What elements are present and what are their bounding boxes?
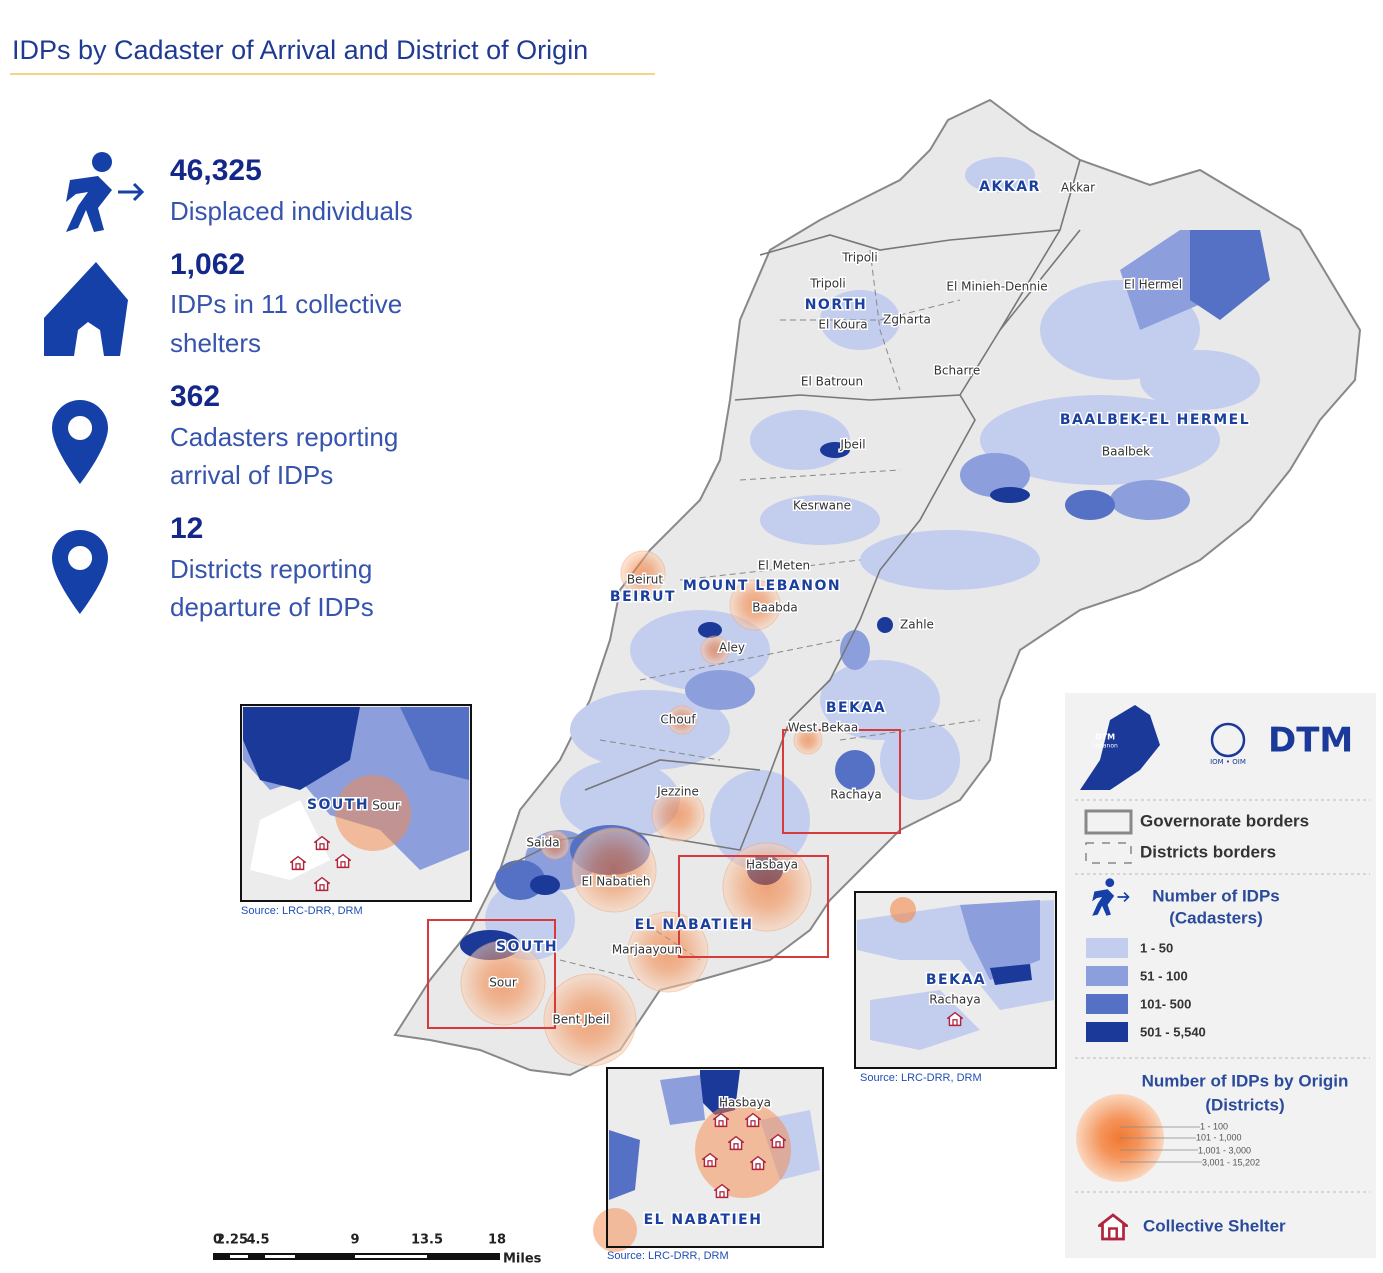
district-label: Tripoli xyxy=(841,251,877,265)
legend-title: (Cadasters) xyxy=(1169,908,1263,927)
inset-label: BEKAA xyxy=(926,972,986,988)
governorate-label: BAALBEK-EL HERMEL xyxy=(1060,412,1250,428)
district-label: El Nabatieh xyxy=(581,875,650,889)
inset-south xyxy=(240,704,472,902)
district-label: Saida xyxy=(526,836,559,850)
district-label: Jbeil xyxy=(839,438,865,452)
stat-value: 46,325 xyxy=(170,154,262,187)
district-label: Baabda xyxy=(752,601,798,615)
district-label: Aley xyxy=(719,641,745,655)
legend-swatch xyxy=(1086,966,1128,986)
stat-value: 12 xyxy=(170,512,203,545)
source: Source: LRC-DRR, DRM xyxy=(860,1072,982,1084)
governorate-label: MOUNT LEBANON xyxy=(683,578,841,594)
district-label: Zgharta xyxy=(883,313,931,327)
legend-label: 1 - 100 xyxy=(1200,1121,1228,1131)
inset-bekaa xyxy=(854,891,1057,1069)
governorate-label: EL NABATIEH xyxy=(635,917,754,933)
legend-label: 1 - 50 xyxy=(1140,940,1173,955)
stat-label: Districts reporting xyxy=(170,554,372,584)
legend-label: 101- 500 xyxy=(1140,996,1191,1011)
scale-label: 13.5 xyxy=(411,1233,443,1248)
district-label: Bent Jbeil xyxy=(553,1013,610,1027)
stat-label: IDPs in 11 collective xyxy=(170,289,402,319)
legend-swatch xyxy=(1086,1022,1128,1042)
district-label: Jezzine xyxy=(656,785,699,799)
governorate-label: NORTH xyxy=(805,297,868,313)
scale-label: 0 xyxy=(213,1233,222,1248)
stat-icons xyxy=(44,152,145,614)
governorate-label: AKKAR xyxy=(979,179,1041,195)
district-label: El Hermel xyxy=(1124,278,1182,292)
inset-label: Sour xyxy=(372,799,400,813)
legend-label: Districts borders xyxy=(1140,842,1276,861)
legend-label: 501 - 5,540 xyxy=(1140,1024,1206,1039)
legend-label: 101 - 1,000 xyxy=(1196,1132,1242,1142)
district-label: Kesrwane xyxy=(793,499,851,513)
stat-value: 1,062 xyxy=(170,248,245,281)
district-label: El Meten xyxy=(758,559,810,573)
district-label: West Bekaa xyxy=(788,721,858,735)
district-label: Akkar xyxy=(1061,181,1095,195)
inset-label: SOUTH xyxy=(307,797,369,813)
legend-title: Number of IDPs xyxy=(1152,886,1280,905)
inset-nabatieh xyxy=(593,1067,824,1252)
inset-label: EL NABATIEH xyxy=(644,1212,763,1228)
legend-label: Collective Shelter xyxy=(1143,1216,1286,1235)
main-map xyxy=(393,98,1362,1077)
legend-label: 3,001 - 15,202 xyxy=(1202,1157,1260,1167)
district-label: Rachaya xyxy=(830,788,881,802)
district-label: Beirut xyxy=(627,573,663,587)
logo-text: DTM xyxy=(1095,733,1115,742)
title: IDPs by Cadaster of Arrival and District… xyxy=(12,35,588,65)
district-label: Marjaayoun xyxy=(612,943,682,957)
logo-text: Lebanon xyxy=(1092,743,1118,750)
district-label: Zahle xyxy=(900,618,934,632)
district-label: Bcharre xyxy=(934,364,981,378)
legend-label: Governorate borders xyxy=(1140,811,1309,830)
scale-bar xyxy=(213,1253,500,1260)
governorate-label: BEKAA xyxy=(826,700,886,716)
stat-label: arrival of IDPs xyxy=(170,460,333,490)
district-label: El Koura xyxy=(818,318,867,332)
inset-label: Rachaya xyxy=(929,993,980,1007)
district-label: Sour xyxy=(489,976,517,990)
stat-label: Cadasters reporting xyxy=(170,422,398,452)
governorate-label: SOUTH xyxy=(496,939,558,955)
district-label: El Minieh-Dennie xyxy=(946,280,1047,294)
stat-label: departure of IDPs xyxy=(170,592,374,622)
legend-swatch xyxy=(1086,938,1128,958)
legend-title: Number of IDPs by Origin xyxy=(1142,1071,1349,1090)
source: Source: LRC-DRR, DRM xyxy=(607,1250,729,1262)
legend-label: 1,001 - 3,000 xyxy=(1198,1145,1251,1155)
district-label: Chouf xyxy=(660,713,696,727)
district-label: Baalbek xyxy=(1102,445,1150,459)
scale-label: 18 xyxy=(488,1233,506,1248)
inset-label: Hasbaya xyxy=(719,1096,771,1110)
stat-value: 362 xyxy=(170,380,220,413)
legend-swatch xyxy=(1086,994,1128,1014)
scale-label: 9 xyxy=(350,1233,359,1248)
scale-label: 4.5 xyxy=(246,1233,269,1248)
logo-text: DTM xyxy=(1268,721,1353,761)
legend-title: (Districts) xyxy=(1205,1095,1284,1114)
scale-label: 2.25 xyxy=(216,1233,248,1248)
governorate-label: BEIRUT xyxy=(610,589,676,605)
stat-label: Displaced individuals xyxy=(170,196,413,226)
district-label: Tripoli xyxy=(809,277,845,291)
scale-unit: Miles xyxy=(503,1252,542,1267)
district-label: Hasbaya xyxy=(746,858,798,872)
district-label: El Batroun xyxy=(801,375,863,389)
legend-label: 51 - 100 xyxy=(1140,968,1188,983)
stat-label: shelters xyxy=(170,328,261,358)
source: Source: LRC-DRR, DRM xyxy=(241,905,363,917)
logo-text: IOM • OIM xyxy=(1210,758,1246,766)
